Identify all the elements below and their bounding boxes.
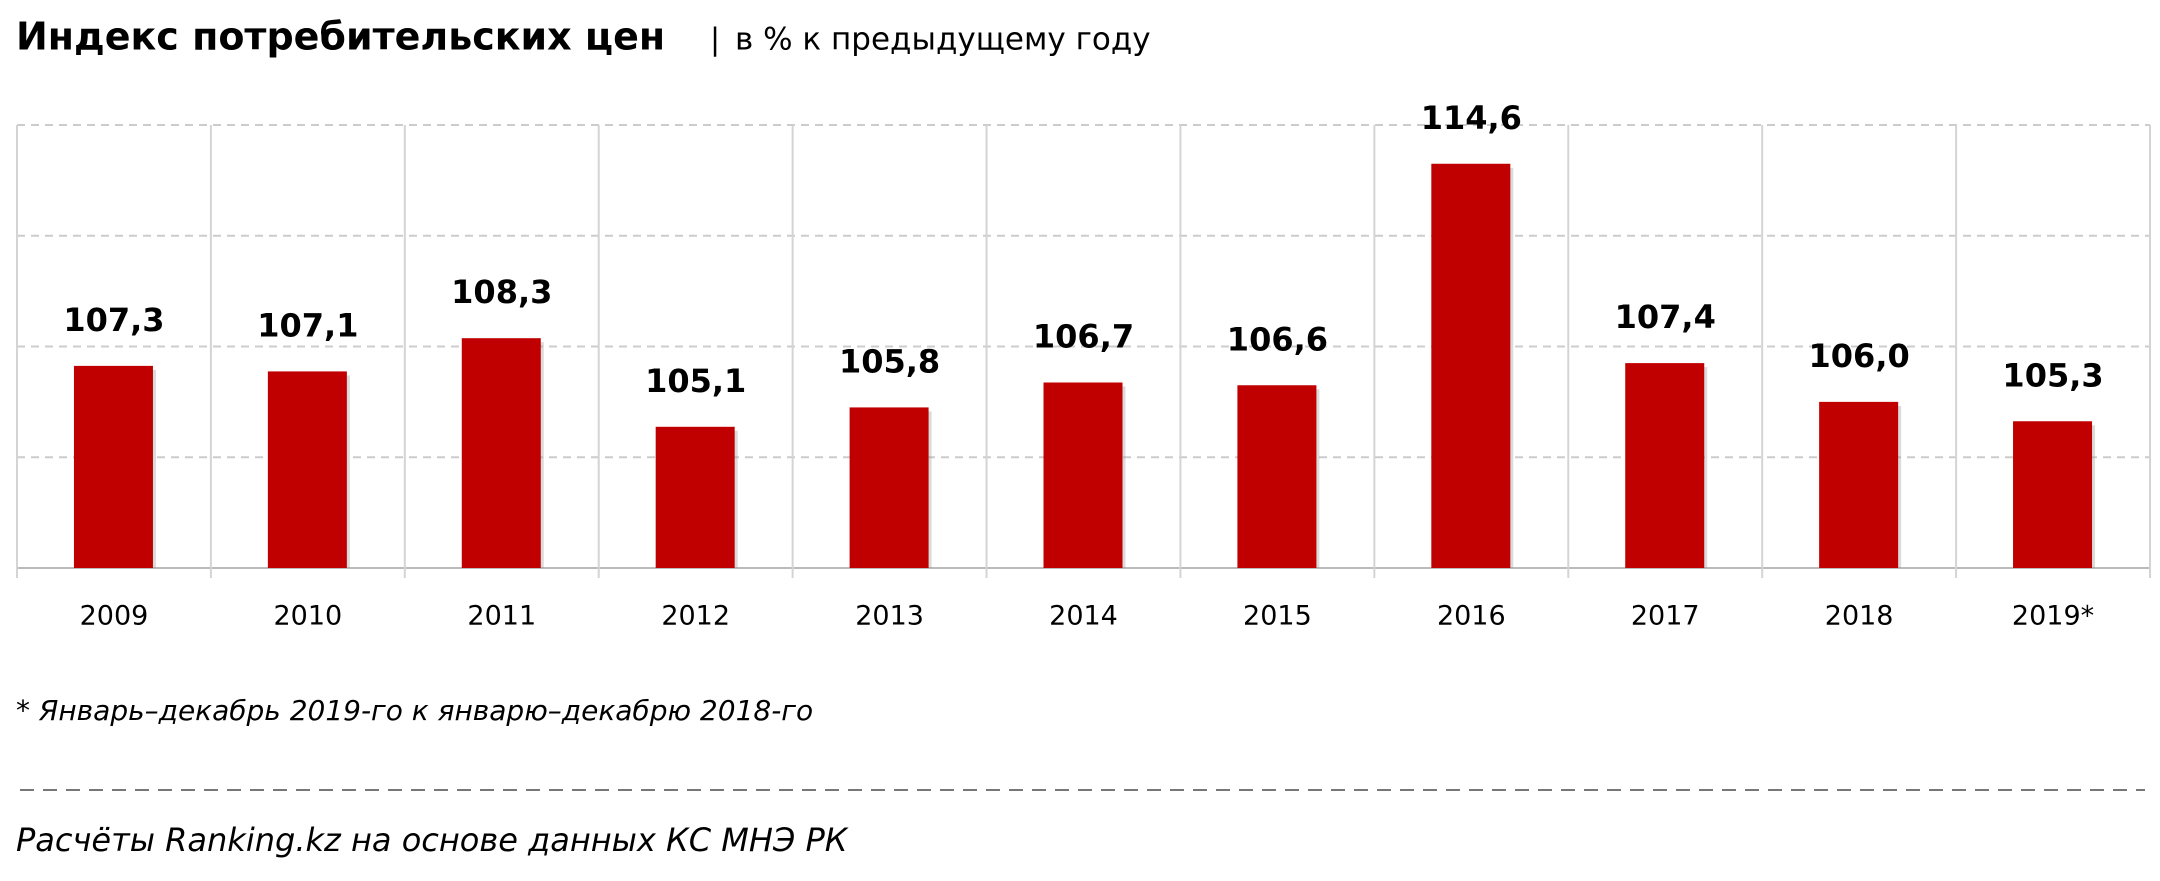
value-label: 106,7 [1033, 317, 1134, 355]
footnote: * Январь–декабрь 2019-го к январю–декабр… [16, 694, 813, 727]
value-label: 107,3 [63, 301, 164, 339]
x-tick-label: 2012 [661, 601, 730, 632]
x-tick-label: 2013 [855, 601, 924, 632]
bar [73, 365, 153, 568]
bar [1043, 382, 1123, 568]
bar [267, 371, 347, 568]
value-label: 108,3 [451, 273, 552, 311]
bar [461, 338, 541, 568]
x-tick-label: 2010 [274, 601, 343, 632]
separator: | [710, 23, 720, 58]
x-tick-label: 2014 [1049, 601, 1118, 632]
value-label: 107,1 [257, 306, 358, 344]
bar [1625, 363, 1705, 568]
value-label: 106,6 [1227, 320, 1328, 358]
x-tick-label: 2019* [2012, 601, 2094, 632]
value-label: 106,0 [1809, 337, 1910, 375]
value-label: 107,4 [1615, 298, 1716, 336]
bar [655, 426, 735, 568]
value-label: 105,8 [839, 342, 940, 380]
x-tick-label: 2009 [80, 601, 149, 632]
x-tick-label: 2017 [1631, 601, 1700, 632]
x-tick-label: 2015 [1243, 601, 1312, 632]
value-label: 105,3 [2002, 356, 2103, 394]
bar [1819, 401, 1899, 568]
bar [849, 407, 929, 568]
bar [2013, 421, 2093, 568]
source: Расчёты Ranking.kz на основе данных КС М… [16, 821, 849, 859]
value-label: 105,1 [645, 362, 746, 400]
chart-subtitle: в % к предыдущему году [735, 22, 1151, 58]
x-tick-label: 2016 [1437, 601, 1506, 632]
bar [1431, 163, 1511, 568]
x-tick-label: 2018 [1825, 601, 1894, 632]
value-label: 114,6 [1421, 99, 1522, 137]
chart-title: Индекс потребительских цен [16, 15, 665, 59]
bar [1237, 385, 1317, 568]
x-tick-label: 2011 [467, 601, 536, 632]
